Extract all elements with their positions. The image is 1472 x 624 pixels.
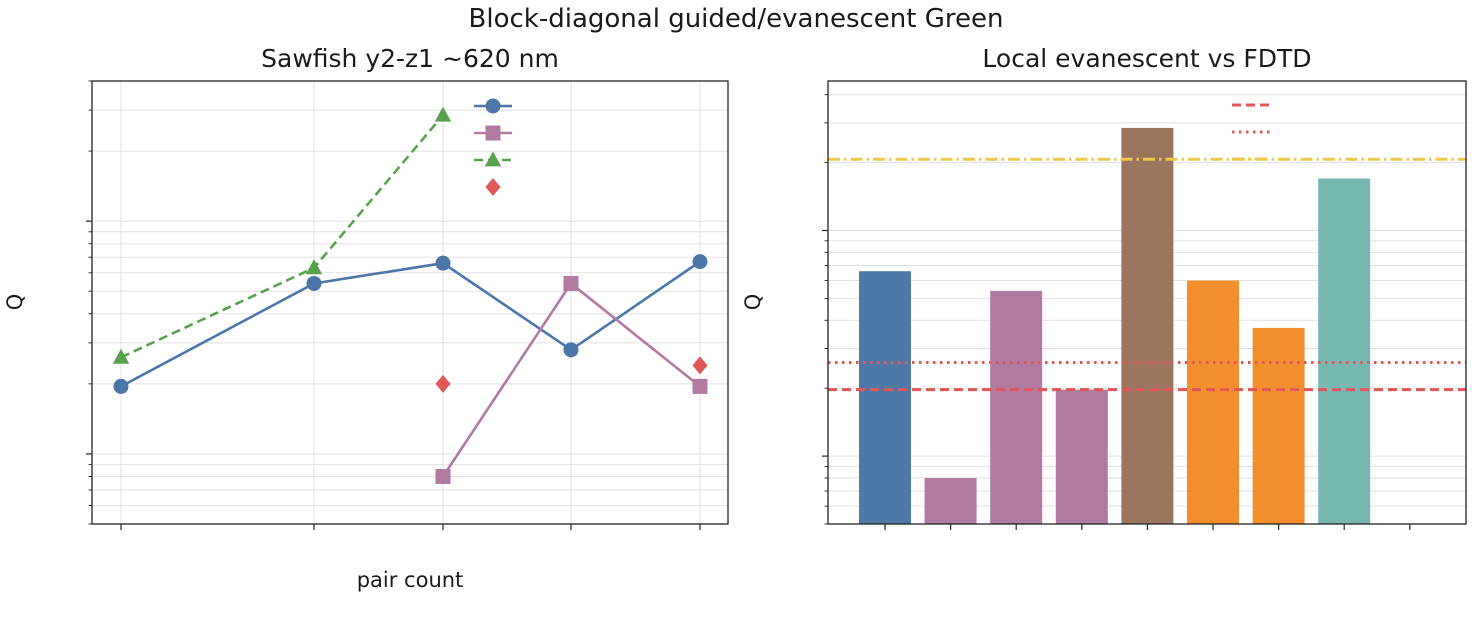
bar-n6-local-ev [924, 477, 977, 524]
bar-circ-local-ev [1252, 327, 1305, 524]
right-ticks [822, 94, 1411, 530]
left-grid [92, 80, 728, 525]
data-point-q16-hybrid-coherent [113, 378, 129, 394]
data-point-local-in-cone [112, 348, 130, 364]
left-y-axis-label: Q [3, 294, 27, 311]
data-point-q16-hybrid-coherent [563, 342, 579, 358]
bar-n10-local-ev [1055, 389, 1108, 524]
data-point-local-evanescent [692, 378, 708, 394]
bar-n6-hyb [859, 271, 911, 524]
bar-n6-cart-ev [1121, 127, 1174, 525]
right-y-axis-label: Q [741, 294, 765, 311]
data-point-fdtd [435, 374, 451, 393]
bar-n8-local-ev [990, 290, 1043, 524]
data-point-local-evanescent [563, 275, 579, 291]
left-legend [474, 98, 512, 196]
line-chart-panel: Sawfish y2-z1 ~620 nm pair count Q [3, 44, 729, 592]
series-line-local-in-cone [120, 114, 444, 359]
legend-marker-fdtd [485, 178, 501, 196]
bar-chart-panel: Local evanescent vs FDTD Q [741, 44, 1467, 530]
right-bars [859, 127, 1371, 525]
left-axes-frame [91, 80, 729, 525]
legend-marker-local-in-cone [484, 151, 502, 167]
data-point-local-in-cone [305, 259, 323, 275]
data-point-fdtd [692, 356, 708, 375]
right-chart-title: Local evanescent vs FDTD [982, 44, 1311, 73]
legend-marker-q16-hybrid-coherent [485, 98, 501, 114]
right-legend [1232, 103, 1270, 161]
data-point-local-evanescent [435, 468, 451, 484]
data-point-q16-hybrid-coherent [692, 254, 708, 270]
left-series [112, 106, 708, 484]
data-point-q16-hybrid-coherent [306, 275, 322, 291]
figure-suptitle: Block-diagonal guided/evanescent Green [469, 4, 1004, 34]
legend-marker-local-evanescent [485, 125, 501, 141]
series-line-q16-hybrid-coherent [120, 260, 701, 388]
data-point-q16-hybrid-coherent [435, 255, 451, 271]
bar-circ-q16 [1187, 280, 1239, 524]
left-x-axis-label: pair count [357, 568, 464, 592]
data-point-local-in-cone [434, 106, 452, 122]
left-chart-title: Sawfish y2-z1 ~620 nm [261, 44, 559, 73]
bar-paper-y1z2 [1318, 178, 1371, 525]
left-ticks [86, 80, 701, 530]
right-reference-lines [828, 157, 1466, 392]
